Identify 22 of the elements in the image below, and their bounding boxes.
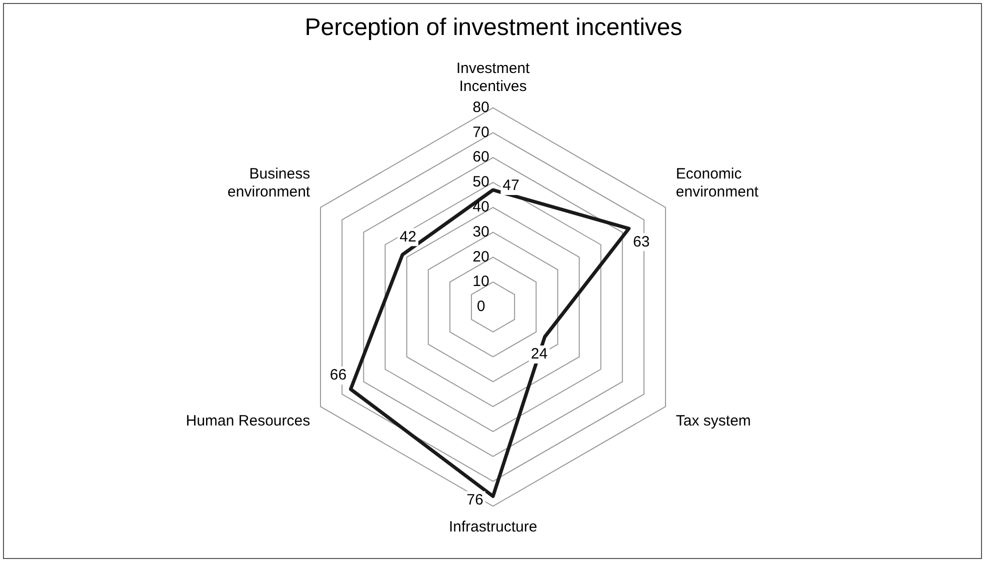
y-tick-label: 60 [472,148,490,166]
spoke-label: Investment Incentives [456,60,531,95]
data-label: 66 [330,366,347,384]
spoke-label: Economic environment [676,166,760,201]
y-tick-label: 20 [472,248,490,266]
spoke-label: Business environment [228,166,311,201]
spoke-label: Human Resources [186,412,310,430]
data-label: 63 [632,233,650,250]
y-tick-label: 70 [472,124,490,141]
data-label: 47 [502,177,520,194]
y-tick-label: 10 [472,273,490,290]
spoke-label: Infrastructure [448,518,538,536]
chart-title: Perception of investment incentives [304,14,682,42]
spoke-label: Tax system [676,412,751,430]
data-label: 42 [400,228,416,246]
y-tick-label: 50 [472,174,490,191]
data-label: 24 [530,346,548,363]
y-tick-label: 40 [472,198,490,216]
y-tick-label: 30 [472,223,490,240]
y-tick-label: 80 [472,98,490,116]
data-label: 76 [466,491,484,508]
y-tick-label: 0 [476,298,486,316]
